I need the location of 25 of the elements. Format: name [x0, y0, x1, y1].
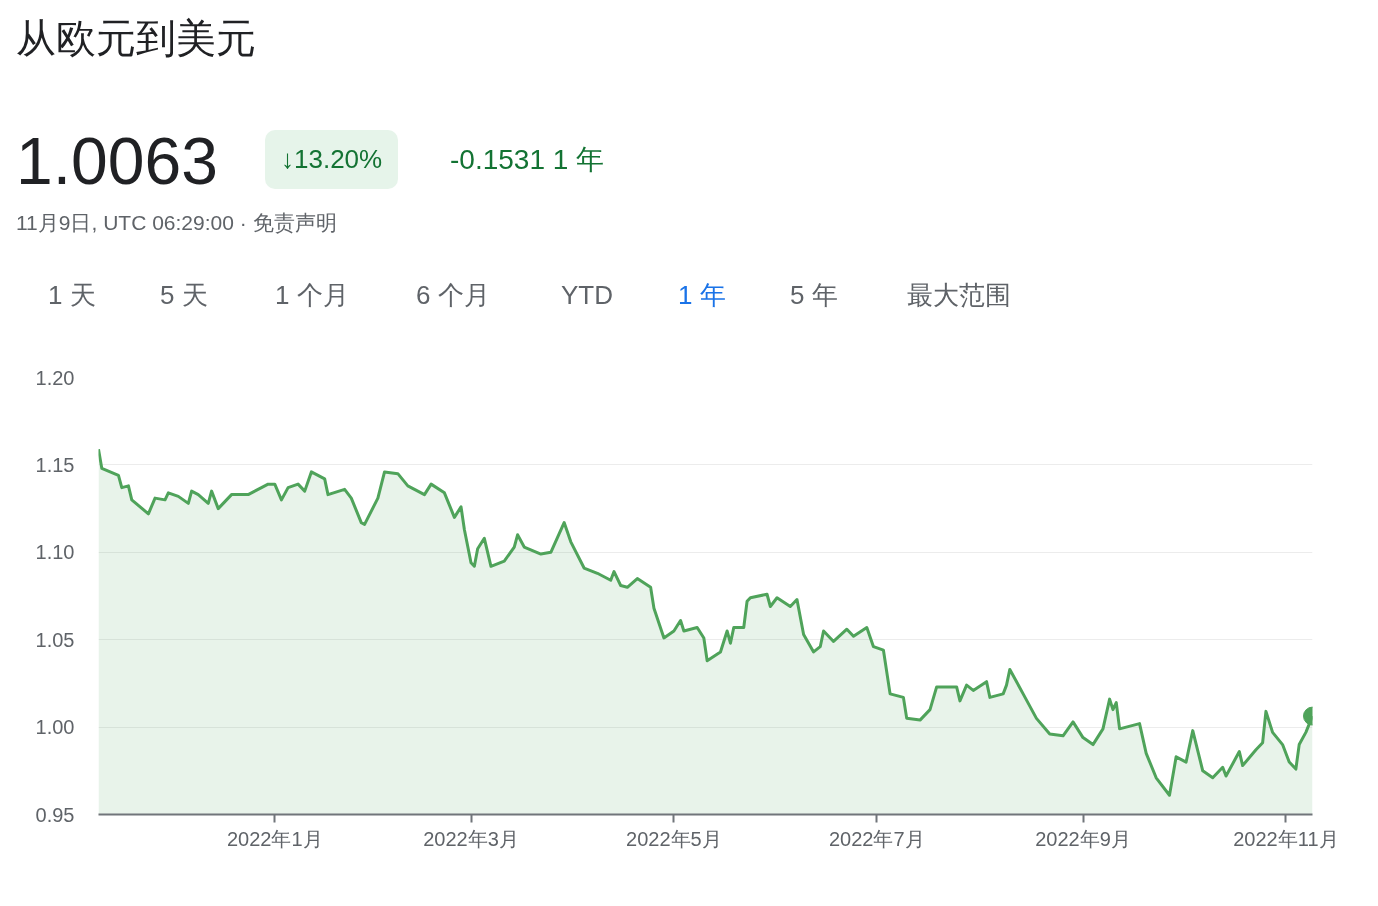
x-tick-label: 2022年3月	[423, 827, 519, 850]
text: 1 年	[678, 280, 726, 311]
text: 1.0063	[16, 123, 218, 200]
y-tick-label: 1.15	[35, 453, 75, 476]
x-tick-label: 2022年1月	[226, 827, 323, 850]
text: 5 年	[790, 280, 838, 311]
y-tick-label: 1.00	[35, 716, 75, 739]
text: 1 个月	[275, 280, 349, 311]
text: 1 天	[48, 280, 96, 311]
text: 6 个月	[416, 280, 490, 311]
x-tick-label: 2022年11月	[1233, 827, 1339, 850]
y-tick-label: 0.95	[35, 803, 75, 826]
text: YTD	[561, 280, 613, 311]
y-tick-label: 1.05	[35, 628, 75, 651]
x-tick-label: 2022年5月	[626, 827, 722, 850]
x-tick-label: 2022年7月	[828, 827, 925, 850]
text: 5 天	[160, 280, 208, 311]
text: 最大范围	[907, 280, 1011, 311]
text: -0.1531 1 年	[450, 143, 605, 177]
text: 11月9日, UTC 06:29:00 · 免责声明	[16, 210, 337, 235]
y-tick-label: 1.10	[35, 541, 75, 564]
y-tick-label: 1.20	[35, 366, 75, 389]
x-tick-label: 2022年9月	[1035, 827, 1131, 850]
text: ↓13.20%	[265, 130, 399, 189]
chart-title: 从欧元到美元	[16, 15, 256, 62]
